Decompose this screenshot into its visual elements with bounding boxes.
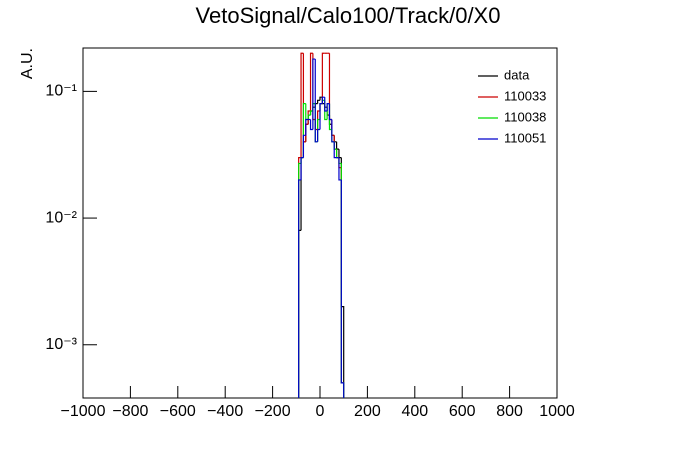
histogram-step [302, 134, 306, 158]
histogram-step [340, 179, 345, 398]
histogram-step [338, 157, 342, 181]
x-tick-label: 1000 [539, 403, 575, 420]
histogram-step [312, 58, 316, 130]
x-tick-label: 800 [496, 403, 523, 420]
histogram-step [321, 52, 325, 104]
x-tick-label: 0 [316, 403, 325, 420]
x-tick-label: −800 [112, 403, 148, 420]
histogram-step [317, 128, 320, 142]
x-tick-label: 600 [449, 403, 476, 420]
histogram-step [328, 103, 332, 121]
x-tick-label: 200 [354, 403, 381, 420]
histogram-step [298, 179, 302, 398]
y-tick-label: 10⁻¹ [45, 83, 77, 100]
histogram-step [333, 141, 337, 159]
histogram-step [317, 99, 320, 104]
histogram-step [309, 119, 313, 131]
x-tick-label: −200 [255, 403, 291, 420]
legend-label: 110051 [504, 130, 546, 145]
y-axis-label: A.U. [19, 48, 36, 79]
x-tick-label: 400 [401, 403, 428, 420]
y-tick-label: 10⁻³ [45, 336, 77, 353]
histogram-step [300, 157, 304, 180]
histogram-step [309, 52, 313, 112]
legend-label: 110033 [504, 88, 546, 103]
histogram-step [331, 119, 335, 143]
histogram-step [321, 96, 325, 104]
histogram-step [300, 52, 304, 158]
histogram-step [319, 103, 323, 130]
histogram-step [309, 110, 313, 116]
legend-label: 110038 [504, 109, 546, 124]
x-tick-label: −1000 [61, 403, 106, 420]
histogram-step [307, 114, 311, 120]
histogram-step [326, 103, 330, 112]
histogram-step [314, 59, 318, 143]
histogram-step [305, 118, 309, 136]
chart-title: VetoSignal/Calo100/Track/0/X0 [196, 3, 501, 28]
x-tick-label: −400 [207, 403, 243, 420]
histogram-step [324, 97, 328, 112]
legend-label: data [504, 67, 530, 82]
x-tick-label: −600 [160, 403, 196, 420]
histogram-step [319, 96, 323, 101]
y-tick-label: 10⁻² [45, 209, 77, 226]
